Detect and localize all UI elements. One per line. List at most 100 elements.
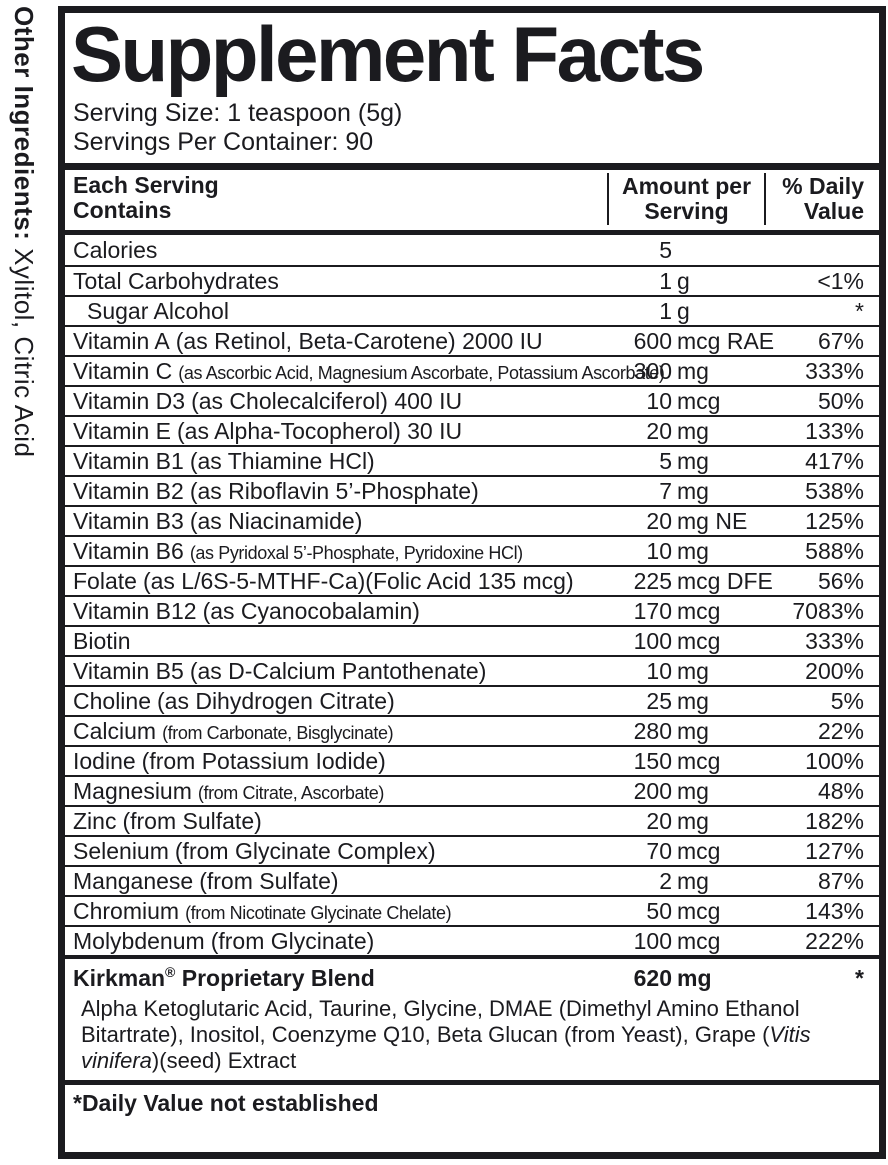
nutrient-detail: (from Citrate, Ascorbate) (197, 782, 384, 803)
table-row: Iodine (from Potassium Iodide) 150 mcg 100… (65, 745, 879, 775)
nutrient-name: Vitamin A (as Retinol, Beta-Carotene) 200… (65, 328, 543, 355)
table-row: Vitamin C (as Ascorbic Acid, Magnesium As… (65, 355, 879, 385)
amount-unit: mcg RAE (677, 327, 775, 354)
nutrient-main-name: Vitamin B5 (73, 657, 184, 684)
amount-unit: mcg (677, 387, 721, 414)
nutrient-name: Choline (as Dihydrogen Citrate) (65, 688, 532, 715)
column-header-line: Contains (73, 197, 172, 224)
amount-cell: 600 mcg RAE (532, 328, 777, 355)
proprietary-blend-title: Kirkman® Proprietary Blend (65, 964, 532, 992)
nutrient-detail: (from Sulfate) (122, 807, 262, 834)
column-header-line: Amount per (621, 172, 752, 199)
column-header-daily-value: % Daily Value (766, 173, 879, 226)
amount-cell: 20 mg (532, 418, 777, 445)
amount-number: 10 (646, 537, 672, 564)
divider-bar-thick (65, 162, 879, 170)
amount-cell: 7 mg (532, 478, 777, 505)
other-ingredients-value: Xylitol, Citric Acid (9, 240, 39, 458)
registered-trademark-symbol: ® (165, 964, 176, 981)
table-row: Zinc (from Sulfate) 20 mg 182% (65, 805, 879, 835)
amount-cell: 100 mcg (532, 928, 777, 955)
amount-number: 100 (633, 627, 672, 654)
amount-unit: mg (677, 807, 709, 834)
amount-unit: mg (677, 657, 709, 684)
amount-cell: 20 mg (532, 808, 777, 835)
column-header-amount: Amount per Serving (607, 172, 766, 226)
amount-unit: mcg (677, 927, 721, 954)
daily-value-cell: 100% (805, 747, 864, 774)
proprietary-blend-section: Kirkman® Proprietary Blend 620 mg * Alph… (65, 959, 879, 1080)
divider-bar-medium (65, 230, 879, 236)
nutrient-name: Folate (as L/6S-5-MTHF-Ca)(Folic Acid 135… (65, 567, 574, 595)
nutrient-detail: (as Riboflavin 5’-Phosphate) (189, 477, 479, 504)
nutrient-name: Vitamin C (as Ascorbic Acid, Magnesium As… (65, 357, 665, 385)
amount-cell: 2 mg (532, 868, 777, 895)
proprietary-blend-title-rest: Proprietary Blend (175, 965, 375, 992)
table-row: Calories 5 (65, 235, 879, 265)
amount-cell: 300 mg (532, 358, 777, 385)
amount-cell: 170 mcg (532, 598, 777, 625)
nutrient-name: Calcium (from Carbonate, Bisglycinate) (65, 718, 532, 745)
amount-unit: mg (677, 867, 709, 894)
nutrient-name: Vitamin B12 (as Cyanocobalamin) (65, 598, 532, 625)
amount-unit: mcg (677, 837, 721, 864)
daily-value-cell: 333% (805, 627, 864, 654)
nutrient-name: Molybdenum (from Glycinate) (65, 928, 532, 955)
table-row: Chromium (from Nicotinate Glycinate Chela… (65, 895, 879, 925)
nutrient-detail: (as Retinol, Beta-Carotene) 2000 IU (175, 327, 543, 354)
amount-number: 1 (659, 297, 672, 324)
daily-value-cell: 200% (805, 657, 864, 684)
table-row: Selenium (from Glycinate Complex) 70 mcg 1… (65, 835, 879, 865)
amount-number: 50 (646, 897, 672, 924)
nutrient-name: Vitamin B6 (as Pyridoxal 5’-Phosphate, Py… (65, 538, 532, 565)
nutrient-name: Vitamin B3 (as Niacinamide) (65, 508, 532, 535)
nutrient-name: Biotin (65, 628, 532, 655)
table-row: Vitamin B1 (as Thiamine HCl) 5 mg 417% (65, 445, 879, 475)
table-row: Magnesium (from Citrate, Ascorbate) 200 mg… (65, 775, 879, 805)
nutrient-main-name: Vitamin C (73, 357, 173, 384)
nutrient-name: Zinc (from Sulfate) (65, 808, 532, 835)
nutrient-main-name: Magnesium (73, 777, 192, 804)
amount-unit: mcg (677, 747, 721, 774)
nutrient-detail: (from Glycinate) (210, 927, 375, 954)
daily-value-cell: 182% (805, 807, 864, 834)
table-row: Vitamin B12 (as Cyanocobalamin) 170 mcg 70… (65, 595, 879, 625)
daily-value-cell: 5% (830, 687, 864, 714)
servings-per-container-text: Servings Per Container: 90 (73, 127, 374, 156)
daily-value-cell: 588% (805, 537, 864, 564)
nutrient-detail: (from Sulfate) (199, 867, 339, 894)
amount-cell: 10 mg (532, 658, 777, 685)
column-header-line: Each Serving (73, 171, 219, 198)
column-header-line: Serving (644, 198, 729, 225)
nutrient-name: Selenium (from Glycinate Complex) (65, 838, 532, 865)
daily-value-cell: * (855, 297, 864, 324)
nutrient-name: Vitamin B5 (as D-Calcium Pantothenate) (65, 658, 532, 685)
table-row: Molybdenum (from Glycinate) 100 mcg 222% (65, 925, 879, 955)
amount-cell: 280 mg (532, 718, 777, 745)
table-row: Vitamin B2 (as Riboflavin 5’-Phosphate) 7… (65, 475, 879, 505)
amount-number: 20 (646, 417, 672, 444)
nutrient-main-name: Vitamin B12 (73, 597, 197, 624)
nutrient-detail: (from Nicotinate Glycinate Chelate) (185, 902, 452, 923)
amount-cell: 10 mg (532, 538, 777, 565)
nutrient-name: Vitamin B1 (as Thiamine HCl) (65, 448, 532, 475)
nutrient-name: Sugar Alcohol (65, 298, 532, 325)
daily-value-cell: 67% (817, 327, 864, 354)
daily-value-cell: * (855, 965, 864, 992)
blend-ingredients-text: Alpha Ketoglutaric Acid, Taurine, Glycin… (81, 996, 800, 1048)
nutrient-detail: (as Ascorbic Acid, Magnesium Ascorbate, … (178, 362, 665, 383)
daily-value-cell: 333% (805, 357, 864, 384)
nutrient-main-name: Selenium (73, 837, 169, 864)
nutrient-main-name: Folate (73, 567, 137, 594)
amount-number: 20 (646, 807, 672, 834)
daily-value-footnote: *Daily Value not established (73, 1090, 379, 1117)
daily-value-cell: <1% (817, 267, 864, 294)
amount-unit: mg NE (677, 507, 748, 534)
amount-unit: mg (677, 687, 709, 714)
nutrient-main-name: Vitamin E (73, 417, 172, 444)
amount-cell: 10 mcg (532, 388, 777, 415)
amount-number: 20 (646, 507, 672, 534)
amount-unit: g (677, 297, 690, 324)
